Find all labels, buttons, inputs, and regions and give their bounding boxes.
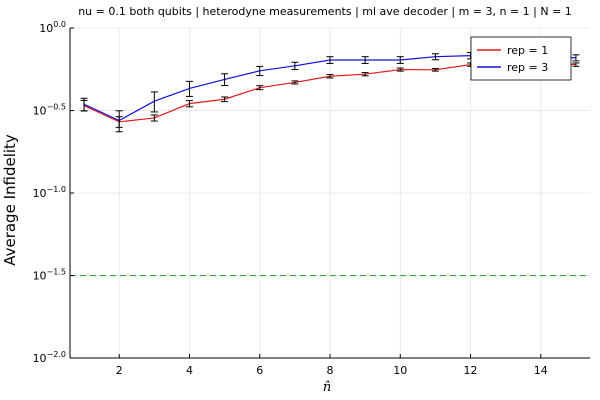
error-bar: [256, 65, 264, 77]
y-ticks: 10−2.0 10−1.5 10−1.0 10−0.5 100.0: [33, 20, 74, 365]
error-bar: [431, 68, 439, 72]
error-bar: [431, 53, 439, 61]
error-bar: [185, 100, 193, 108]
error-bar: [326, 74, 334, 79]
x-tick-label: 14: [534, 364, 548, 377]
x-axis-label: n̂: [323, 380, 331, 395]
error-bar: [396, 67, 404, 72]
error-bar: [256, 85, 264, 91]
y-tick-label: 10−1.5: [33, 268, 66, 283]
legend-label: rep = 3: [507, 61, 548, 74]
y-tick-label: 10−2.0: [33, 350, 66, 365]
error-bar: [326, 56, 334, 64]
x-ticks: 2 4 6 8 10 12 14: [116, 354, 548, 377]
error-bar: [150, 91, 158, 113]
legend-box: [470, 36, 572, 81]
x-tick-label: 2: [116, 364, 123, 377]
x-tick-label: 12: [464, 364, 478, 377]
error-bar: [221, 96, 229, 103]
error-bar: [291, 61, 299, 71]
y-tick-label: 10−0.5: [33, 103, 66, 118]
error-bar: [80, 97, 88, 112]
x-tick-label: 8: [327, 364, 334, 377]
y-axis-label: Average Infidelity: [1, 134, 19, 266]
legend: rep = 1 rep = 3: [470, 36, 572, 81]
x-tick-label: 10: [393, 364, 407, 377]
error-bar: [185, 80, 193, 97]
error-bar: [150, 114, 158, 122]
legend-label: rep = 1: [507, 44, 548, 57]
chart-title: nu = 0.1 both qubits | heterodyne measur…: [78, 5, 572, 18]
error-bar: [396, 56, 404, 64]
error-bar: [115, 110, 123, 133]
error-bar: [572, 62, 580, 67]
error-bar: [221, 73, 229, 87]
y-tick-label: 10−1.0: [33, 185, 66, 200]
y-tick-label: 100.0: [39, 20, 66, 35]
error-bar: [291, 80, 299, 85]
error-bar: [361, 56, 369, 64]
error-bar: [361, 72, 369, 77]
error-bar: [572, 54, 580, 62]
x-tick-label: 4: [186, 364, 193, 377]
x-tick-label: 6: [256, 364, 263, 377]
